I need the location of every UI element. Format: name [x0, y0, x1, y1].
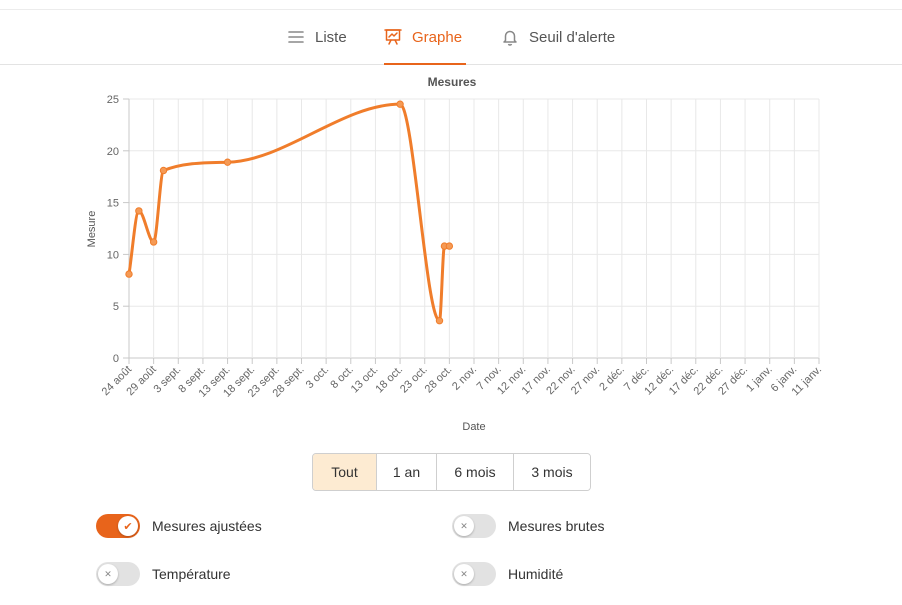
data-point [223, 158, 232, 166]
tab-liste[interactable]: Liste [287, 10, 347, 64]
x-tick-label: 3 oct. [304, 364, 332, 392]
data-point [445, 242, 454, 250]
humidity-label: Humidité [508, 566, 564, 582]
y-axis-title: Mesure [86, 211, 98, 248]
view-tabs: Liste Graphe Seuil d'alerte [0, 10, 902, 65]
y-tick-label: 0 [113, 353, 119, 365]
range-3-months-button[interactable]: 3 mois [513, 454, 590, 490]
x-axis-title: Date [462, 421, 485, 433]
data-point [125, 270, 133, 278]
data-point [135, 207, 143, 215]
chart-title: Mesures [428, 75, 477, 89]
series-points [125, 100, 454, 325]
toggle-adjusted-row: ✔ Mesures ajustées [96, 514, 262, 538]
x-icon: ✕ [454, 564, 474, 584]
tab-graphe-label: Graphe [412, 28, 463, 46]
chart-icon [384, 29, 402, 45]
top-divider [0, 9, 902, 10]
data-point [149, 238, 158, 246]
toggle-raw-row: ✕ Mesures brutes [452, 514, 604, 538]
y-tick-label: 20 [107, 146, 119, 158]
tab-seuil-label: Seuil d'alerte [529, 28, 616, 46]
x-icon: ✕ [454, 516, 474, 536]
raw-measures-toggle[interactable]: ✕ [452, 514, 496, 538]
range-1-year-button[interactable]: 1 an [376, 454, 436, 490]
data-point [396, 100, 404, 108]
temperature-label: Température [152, 566, 231, 582]
x-tick-label: 2 nov. [450, 364, 479, 393]
y-tick-label: 10 [107, 249, 119, 261]
y-tick-label: 5 [113, 301, 119, 313]
humidity-toggle[interactable]: ✕ [452, 562, 496, 586]
chart-grid [123, 98, 820, 364]
raw-measures-label: Mesures brutes [508, 518, 605, 534]
bell-icon [503, 30, 517, 46]
x-tick-label: 1 janv. [744, 364, 775, 395]
x-icon: ✕ [98, 564, 118, 584]
tab-liste-label: Liste [315, 28, 347, 46]
toggle-temperature-row: ✕ Température [96, 562, 231, 586]
range-all-button[interactable]: Tout [313, 454, 376, 490]
data-point [435, 317, 444, 325]
y-axis-ticks: 0 5 10 15 20 25 [107, 94, 119, 365]
tab-seuil-alerte[interactable]: Seuil d'alerte [501, 10, 615, 64]
list-icon [288, 31, 304, 43]
range-selector: Tout 1 an 6 mois 3 mois [312, 453, 591, 491]
y-tick-label: 25 [107, 94, 119, 106]
check-icon: ✔ [118, 516, 138, 536]
toggle-humidity-row: ✕ Humidité [452, 562, 563, 586]
x-tick-label: 28 oct. [423, 364, 455, 396]
x-tick-label: 2 déc. [597, 364, 627, 394]
adjusted-measures-label: Mesures ajustées [152, 518, 262, 534]
range-6-months-button[interactable]: 6 mois [436, 454, 513, 490]
tab-graphe[interactable]: Graphe [384, 10, 466, 65]
y-tick-label: 15 [107, 198, 119, 210]
adjusted-measures-toggle[interactable]: ✔ [96, 514, 140, 538]
series-line [127, 102, 451, 323]
data-point [159, 166, 168, 175]
temperature-toggle[interactable]: ✕ [96, 562, 140, 586]
